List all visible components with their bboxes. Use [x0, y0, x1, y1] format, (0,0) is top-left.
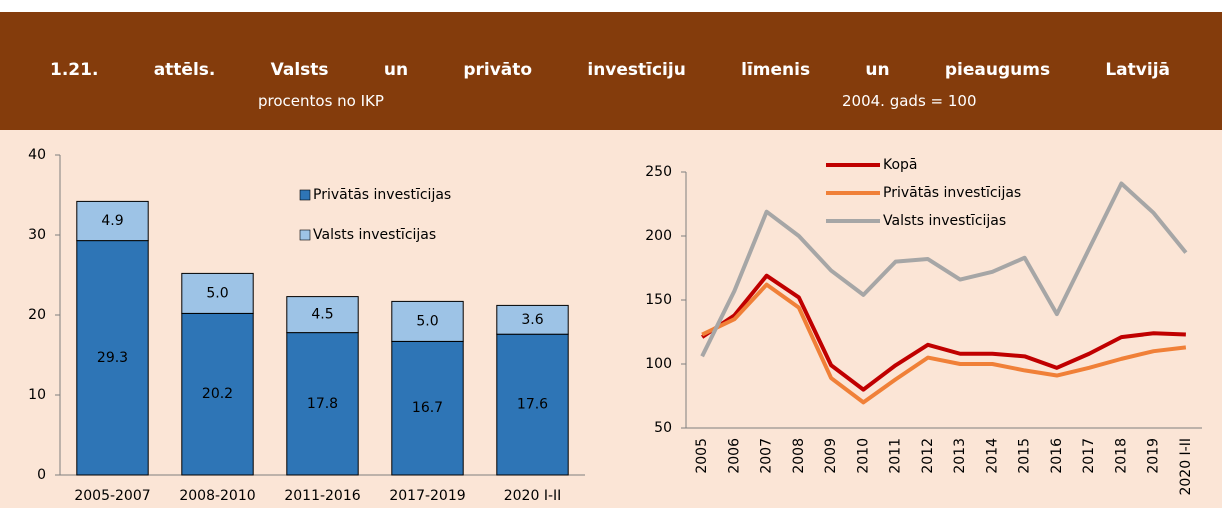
- data-label: 29.3: [97, 350, 128, 366]
- bar-segment: [391, 300, 464, 342]
- legend-swatch: [299, 189, 311, 201]
- bar-segment: [76, 200, 149, 242]
- title: 1.21. attēls. Valsts un privāto investīc…: [50, 60, 1170, 80]
- data-label: 3.6: [521, 312, 543, 328]
- x-tick-label: 2011: [888, 438, 904, 474]
- x-tick-label: 2020 I-II: [1178, 438, 1194, 496]
- bar-segment: [181, 312, 254, 476]
- y-tick-label: 50: [654, 420, 672, 436]
- data-label: 20.2: [202, 386, 233, 402]
- x-tick-label: 2011-2016: [284, 488, 360, 504]
- legend-label: Valsts investīcijas: [313, 227, 436, 243]
- legend-label: Privātās investīcijas: [883, 185, 1021, 201]
- legend-label: Privātās investīcijas: [313, 187, 451, 203]
- x-tick-label: 2007: [759, 438, 775, 474]
- bar-segment: [181, 272, 254, 314]
- x-tick-label: 2005: [694, 438, 710, 474]
- y-tick-label: 150: [645, 292, 672, 308]
- bar-segment: [496, 304, 569, 335]
- x-tick-label: 2005-2007: [74, 488, 150, 504]
- y-tick-label: 10: [28, 387, 46, 403]
- x-tick-label: 2018: [1113, 438, 1129, 474]
- legend-swatch: [299, 229, 311, 241]
- bar-segment: [76, 240, 149, 476]
- y-tick-label: 250: [645, 164, 672, 180]
- line-series: [700, 181, 1188, 358]
- x-tick-label: 2006: [726, 438, 742, 474]
- x-tick-label: 2014: [984, 438, 1000, 474]
- bar-segment: [286, 332, 359, 476]
- data-label: 5.0: [416, 313, 438, 329]
- data-label: 16.7: [412, 400, 443, 416]
- bar-segment: [496, 333, 569, 476]
- y-tick-label: 100: [645, 356, 672, 372]
- subtitle: procentos no IKP: [258, 92, 384, 110]
- y-tick-label: 0: [37, 467, 46, 483]
- x-tick-label: 2020 I-II: [504, 488, 562, 504]
- header: 1.21. attēls. Valsts un privāto investīc…: [0, 12, 1222, 130]
- data-label: 17.8: [307, 396, 338, 412]
- x-tick-label: 2015: [1017, 438, 1033, 474]
- data-label: 5.0: [206, 285, 228, 301]
- x-tick-label: 2019: [1146, 438, 1162, 474]
- x-tick-label: 2010: [855, 438, 871, 474]
- x-tick-label: 2008-2010: [179, 488, 255, 504]
- data-label: 4.5: [311, 307, 333, 323]
- x-tick-label: 2016: [1049, 438, 1065, 474]
- x-tick-label: 2012: [920, 438, 936, 474]
- data-label: 17.6: [517, 397, 548, 413]
- y-tick-label: 20: [28, 307, 46, 323]
- x-tick-label: 2008: [791, 438, 807, 474]
- subtitle: 2004. gads = 100: [842, 92, 977, 110]
- line-series: [701, 273, 1186, 392]
- x-tick-label: 2009: [823, 438, 839, 474]
- bar-segment: [286, 296, 359, 334]
- line-series: [701, 282, 1187, 405]
- y-tick-label: 40: [28, 147, 46, 163]
- y-tick-label: 30: [28, 227, 46, 243]
- bar-segment: [391, 340, 464, 476]
- legend-label: Valsts investīcijas: [883, 213, 1006, 229]
- x-tick-label: 2017-2019: [389, 488, 465, 504]
- y-tick-label: 200: [645, 228, 672, 244]
- data-label: 4.9: [101, 213, 123, 229]
- x-tick-label: 2017: [1081, 438, 1097, 474]
- legend-label: Kopā: [883, 157, 918, 173]
- x-tick-label: 2013: [952, 438, 968, 474]
